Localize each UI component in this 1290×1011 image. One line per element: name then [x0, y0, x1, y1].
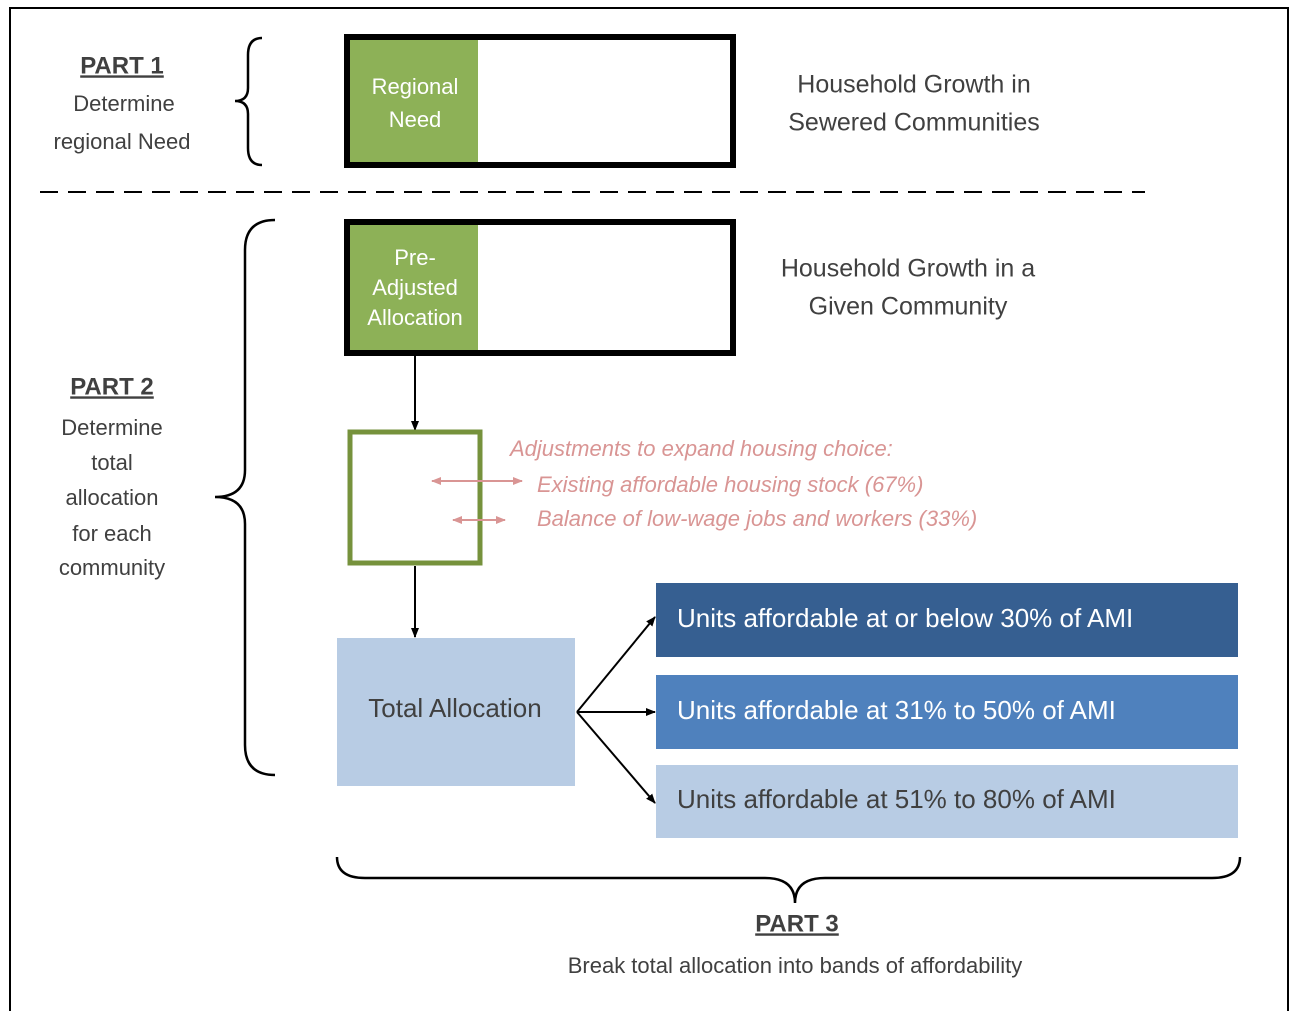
band-box [656, 765, 1238, 838]
part2-line: Determine [61, 415, 162, 440]
part2-line: total [91, 450, 133, 475]
part1-line: regional Need [54, 129, 191, 154]
brace [335, 856, 1242, 904]
description: Sewered Communities [788, 109, 1040, 137]
brace [234, 36, 263, 167]
band-box [656, 675, 1238, 749]
part1-heading: PART 1 [80, 52, 164, 79]
description: Household Growth in [797, 71, 1030, 99]
arrow [576, 616, 656, 713]
part2-heading: PART 2 [70, 373, 154, 400]
part1-line: Determine [73, 91, 174, 116]
band-text: Units affordable at 31% to 50% of AMI [677, 695, 1116, 725]
total-text: Total Allocation [368, 693, 541, 723]
description: Household Growth in a [781, 255, 1035, 283]
description: Given Community [809, 293, 1008, 321]
adjust-item: Existing affordable housing stock (67%) [537, 472, 923, 497]
adjust-title: Adjustments to expand housing choice: [508, 436, 893, 461]
adjust-box [347, 429, 483, 566]
box-text: Regional [372, 74, 459, 99]
frame [9, 7, 1289, 1011]
band-text: Units affordable at or below 30% of AMI [677, 603, 1133, 633]
part2-line: for each [72, 521, 152, 546]
box-text: Adjusted [372, 275, 458, 300]
adjust-item: Balance of low-wage jobs and workers (33… [537, 506, 977, 531]
part2-line: allocation [66, 485, 159, 510]
green-fill [350, 225, 478, 350]
box-text: Pre- [394, 245, 436, 270]
part2-line: community [59, 555, 165, 580]
box-text: Allocation [367, 305, 462, 330]
band-text: Units affordable at 51% to 80% of AMI [677, 784, 1116, 814]
arrow [576, 711, 656, 804]
total-box [337, 638, 575, 786]
part3-heading: PART 3 [755, 910, 839, 937]
part3-description: Break total allocation into bands of aff… [568, 953, 1023, 978]
green-fill [350, 40, 478, 162]
brace [214, 218, 276, 777]
box-text: Need [389, 107, 442, 132]
band-box [656, 583, 1238, 657]
